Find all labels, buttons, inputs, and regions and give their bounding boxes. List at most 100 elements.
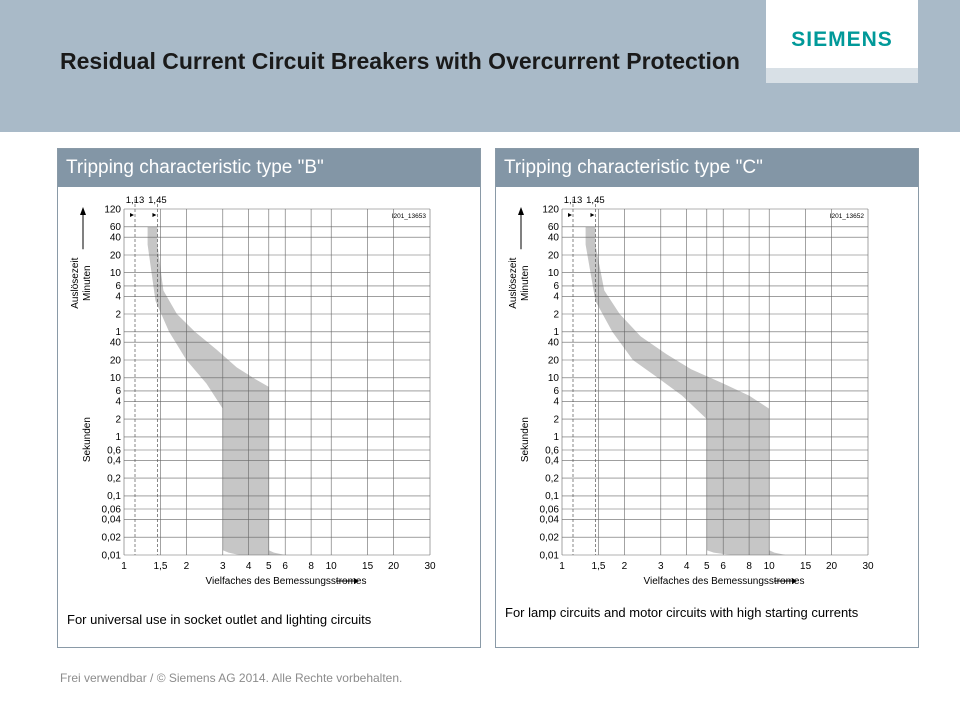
y-tick-label: 0,1 (545, 491, 559, 502)
x-tick-label: 20 (388, 561, 400, 572)
y-tick-label: 1 (553, 432, 559, 443)
y-tick-label: 2 (553, 309, 559, 320)
x-axis-arrowhead (792, 578, 797, 584)
y-tick-label: 0,6 (545, 445, 559, 456)
panel-title-type-c: Tripping characteristic type "C" (496, 149, 918, 187)
x-tick-label: 6 (720, 561, 726, 572)
x-tick-label: 10 (326, 561, 338, 572)
y-tick-label: 120 (542, 204, 559, 215)
logo-text: SIEMENS (791, 28, 893, 51)
marker-arrow (152, 213, 157, 217)
marker-label: 1,45 (586, 195, 605, 206)
y-tick-label: 10 (548, 268, 560, 279)
y-axis-title-minutes-unit: Minuten (82, 265, 93, 301)
y-axis-arrowhead (80, 207, 86, 215)
y-tick-label: 6 (115, 386, 121, 397)
x-tick-label: 1,5 (154, 561, 168, 572)
x-tick-label: 2 (184, 561, 190, 572)
y-axis-arrowhead (518, 207, 524, 215)
y-tick-label: 10 (548, 373, 560, 384)
y-tick-label: 6 (115, 281, 121, 292)
tripping-chart-type-b: 1,13 1,45I201_136531206040201064214020106… (70, 195, 436, 587)
y-tick-label: 0,02 (540, 533, 560, 544)
x-axis-title: Vielfaches des Bemessungsstromes (205, 576, 366, 587)
y-tick-label: 1 (553, 327, 559, 338)
y-axis-title-seconds: Sekunden (82, 417, 93, 462)
x-tick-label: 15 (800, 561, 812, 572)
x-tick-label: 20 (826, 561, 838, 572)
y-axis-title-minutes: Auslösezeit (508, 257, 519, 308)
y-tick-label: 20 (548, 355, 560, 366)
x-tick-label: 4 (684, 561, 690, 572)
y-axis-title-minutes-unit: Minuten (520, 265, 531, 301)
chart-panel-type-b: Tripping characteristic type "B" 1,13 1,4… (57, 148, 481, 648)
x-tick-label: 3 (658, 561, 664, 572)
marker-label: 1,13 (564, 195, 583, 206)
y-tick-label: 0,06 (540, 504, 560, 515)
y-tick-label: 20 (110, 250, 122, 261)
y-tick-label: 60 (110, 222, 122, 233)
y-tick-label: 0,4 (545, 456, 559, 467)
y-tick-label: 2 (115, 414, 121, 425)
tripping-chart-type-c: 1,13 1,45I201_136521206040201064214020106… (508, 195, 874, 587)
x-tick-label: 8 (308, 561, 314, 572)
y-tick-label: 4 (115, 397, 121, 408)
y-tick-label: 0,2 (545, 473, 559, 484)
y-tick-label: 20 (110, 355, 122, 366)
y-tick-label: 4 (115, 292, 121, 303)
marker-arrow (590, 213, 595, 217)
x-tick-label: 15 (362, 561, 374, 572)
x-tick-label: 1,5 (592, 561, 606, 572)
y-tick-label: 0,01 (540, 550, 560, 561)
x-tick-label: 10 (764, 561, 776, 572)
x-tick-label: 30 (862, 561, 874, 572)
y-tick-label: 0,04 (540, 515, 560, 526)
y-tick-label: 4 (553, 397, 559, 408)
y-tick-label: 0,04 (102, 515, 122, 526)
marker-arrow (129, 213, 134, 217)
y-tick-label: 0,2 (107, 473, 121, 484)
y-tick-label: 2 (553, 414, 559, 425)
caption-type-c: For lamp circuits and motor circuits wit… (505, 605, 859, 620)
y-tick-label: 2 (115, 309, 121, 320)
y-tick-label: 6 (553, 386, 559, 397)
x-tick-label: 6 (282, 561, 288, 572)
x-axis-title: Vielfaches des Bemessungsstromes (643, 576, 804, 587)
y-tick-label: 1 (115, 432, 121, 443)
y-tick-label: 4 (553, 292, 559, 303)
x-tick-label: 5 (704, 561, 710, 572)
y-tick-label: 10 (110, 268, 122, 279)
y-tick-label: 120 (104, 204, 121, 215)
y-axis-title-seconds: Sekunden (520, 417, 531, 462)
x-tick-label: 3 (220, 561, 226, 572)
footer-copyright: Frei verwendbar / © Siemens AG 2014. All… (60, 671, 403, 685)
y-tick-label: 40 (548, 338, 560, 349)
x-tick-label: 4 (246, 561, 252, 572)
marker-arrow (567, 213, 572, 217)
page-title: Residual Current Circuit Breakers with O… (60, 48, 740, 74)
x-axis-arrowhead (354, 578, 359, 584)
y-tick-label: 40 (110, 338, 122, 349)
y-tick-label: 1 (115, 327, 121, 338)
x-tick-label: 30 (424, 561, 436, 572)
drawing-id-label: I201_13652 (830, 213, 865, 220)
y-tick-label: 0,02 (102, 533, 122, 544)
siemens-logo: SIEMENS (766, 0, 918, 68)
marker-label: 1,45 (148, 195, 167, 206)
y-tick-label: 40 (548, 233, 560, 244)
y-tick-label: 0,01 (102, 550, 122, 561)
y-tick-label: 40 (110, 233, 122, 244)
x-tick-label: 1 (559, 561, 565, 572)
y-tick-label: 60 (548, 222, 560, 233)
y-tick-label: 10 (110, 373, 122, 384)
y-tick-label: 0,1 (107, 491, 121, 502)
y-tick-label: 0,06 (102, 504, 122, 515)
y-tick-label: 20 (548, 250, 560, 261)
x-tick-label: 8 (746, 561, 752, 572)
x-tick-label: 5 (266, 561, 272, 572)
caption-type-b: For universal use in socket outlet and l… (67, 612, 372, 627)
y-tick-label: 0,6 (107, 445, 121, 456)
logo-underline (766, 68, 918, 83)
chart-panel-type-c: Tripping characteristic type "C" 1,13 1,4… (495, 148, 919, 648)
y-tick-label: 6 (553, 281, 559, 292)
